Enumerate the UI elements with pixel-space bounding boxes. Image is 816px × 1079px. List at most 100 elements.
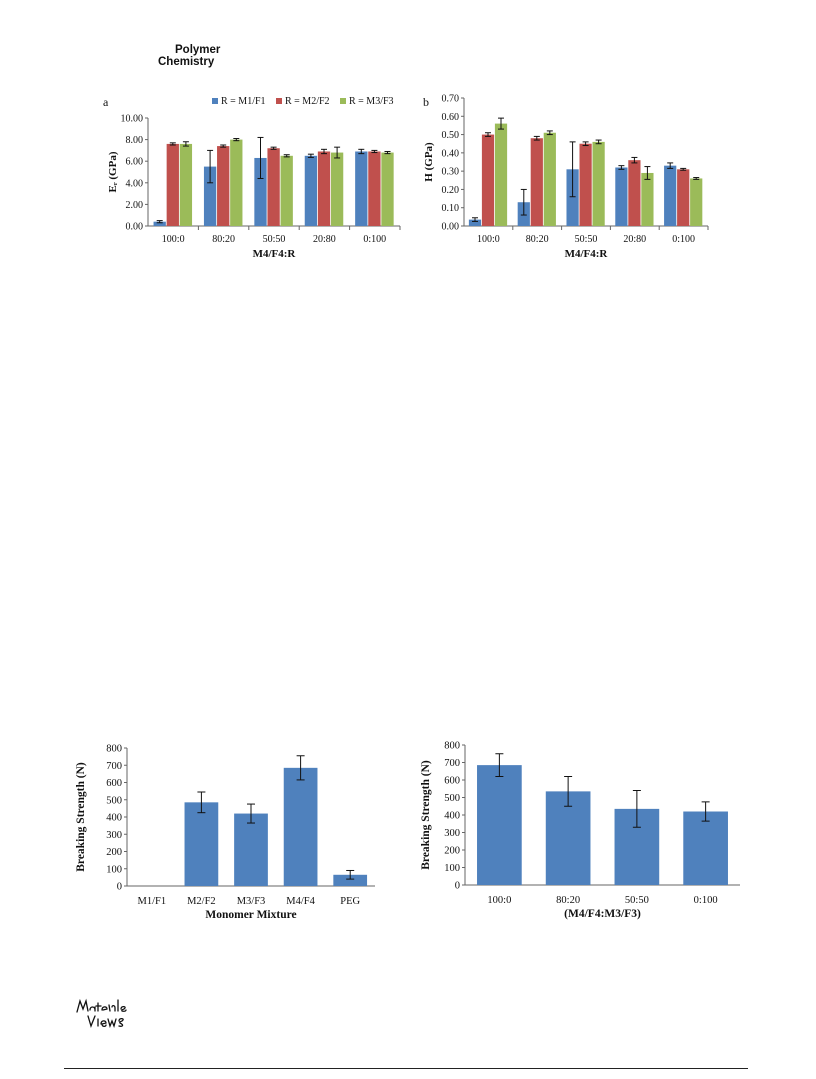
x-tick-label: 50:50: [575, 234, 598, 245]
y-tick-label: 0.00: [442, 222, 460, 233]
x-tick-label: M2/F2: [187, 896, 216, 907]
x-tick-label: 100:0: [477, 234, 500, 245]
y-tick-label: 300: [444, 828, 460, 839]
x-tick-label: 20:80: [623, 234, 646, 245]
bar: [615, 167, 628, 226]
journal-name: Polymer Chemistry: [158, 44, 220, 68]
y-tick-label: 100: [444, 863, 460, 874]
x-tick-label: 100:0: [162, 234, 185, 245]
bar: [179, 143, 193, 226]
y-axis-title: Breaking Strength (N): [75, 762, 87, 872]
bar: [184, 802, 219, 886]
y-tick-label: 700: [444, 758, 460, 769]
y-tick-label: 500: [106, 795, 122, 806]
y-tick-label: 0.50: [442, 130, 460, 141]
bar: [641, 172, 654, 226]
bar: [579, 143, 592, 226]
bar: [166, 143, 179, 226]
y-tick-label: 800: [106, 744, 122, 755]
x-axis-title: M4/F4:R: [253, 248, 297, 260]
bar: [545, 791, 591, 885]
x-tick-label: 0:100: [363, 234, 386, 245]
y-tick-label: 600: [444, 776, 460, 787]
bar: [203, 166, 217, 226]
bar: [368, 151, 381, 226]
materials-views-logo: [76, 998, 127, 1029]
legend-swatch: [340, 98, 346, 104]
bar: [230, 139, 243, 226]
y-tick-label: 0.20: [442, 185, 460, 196]
y-tick-label: 0.00: [126, 222, 144, 233]
panel-label-a: a: [103, 95, 109, 109]
chart-panel-b: b 0.00 0.10 0.20 0.30 0.40 0.50 0.60 0.70 100:0 8…: [423, 94, 709, 260]
y-tick-label: 10.00: [121, 114, 144, 125]
bar: [592, 141, 605, 226]
bar: [317, 151, 331, 226]
y-tick-label: 100: [106, 864, 122, 875]
page-bottom-rule: [64, 1068, 748, 1069]
y-tick-label: 700: [106, 761, 122, 772]
bar: [690, 178, 703, 226]
y-tick-label: 4.00: [126, 178, 144, 189]
x-tick-label: 50:50: [625, 895, 649, 906]
x-tick-label: 80:20: [556, 895, 580, 906]
y-tick-label: 2.00: [126, 200, 144, 211]
y-tick-label: 400: [106, 813, 122, 824]
bar: [628, 160, 641, 226]
y-tick-label: 500: [444, 793, 460, 804]
bar: [304, 155, 318, 226]
bar: [494, 123, 508, 226]
y-axis-title: Breaking Strength (N): [420, 760, 432, 870]
x-axis-title: (M4/F4:M3/F3): [564, 908, 641, 920]
y-tick-label: 300: [106, 830, 122, 841]
chart-breaking-strength-ratio: 0 100 200 300 400 500 600 700 800 100:0 80:20 50:50…: [420, 741, 740, 920]
x-tick-label: PEG: [340, 896, 360, 907]
x-tick-label: M4/F4: [286, 896, 315, 907]
x-tick-label: M3/F3: [237, 896, 266, 907]
chart-breaking-strength-monomer: 0 100 200 300 400 500 600 700 800 M1/F1 M2/F2 M3/F3…: [75, 744, 375, 921]
x-tick-label: 20:80: [313, 234, 336, 245]
y-axis-title: Eᵣ (GPa): [107, 151, 119, 192]
y-tick-label: 6.00: [126, 157, 144, 168]
y-tick-label: 600: [106, 778, 122, 789]
bar: [153, 221, 166, 226]
legend-entry: R = M3/F3: [349, 96, 394, 107]
bar: [283, 767, 318, 886]
bar: [664, 165, 677, 226]
y-axis-title: H (GPa): [423, 142, 435, 182]
x-tick-label: M1/F1: [138, 896, 167, 907]
bar: [481, 134, 495, 226]
x-tick-label: 80:20: [212, 234, 235, 245]
bar: [234, 813, 268, 886]
legend-swatch: [212, 98, 218, 104]
bar: [254, 157, 267, 226]
bar: [683, 811, 728, 885]
y-tick-label: 0.30: [442, 167, 460, 178]
bar: [330, 152, 344, 226]
y-tick-label: 0.10: [442, 203, 460, 214]
y-tick-label: 0.60: [442, 112, 460, 123]
journal-name-line2: Chemistry: [158, 56, 215, 68]
bar: [381, 152, 394, 226]
x-tick-label: 0:100: [694, 895, 718, 906]
legend-entry: R = M2/F2: [285, 96, 330, 107]
panel-label-b: b: [423, 95, 429, 109]
y-tick-label: 0.40: [442, 148, 460, 159]
y-tick-label: 0: [455, 881, 460, 892]
bar: [477, 765, 522, 885]
bar: [217, 146, 230, 226]
y-tick-label: 400: [444, 811, 460, 822]
bar: [530, 138, 543, 226]
y-tick-label: 0.70: [442, 94, 460, 105]
x-tick-label: 50:50: [263, 234, 286, 245]
bar: [677, 169, 690, 226]
bar: [543, 132, 556, 226]
x-tick-label: 0:100: [672, 234, 695, 245]
chart-panel-a: a 0.00 2.00 4.00 6.00 8.00 10.00 100:0 80:20 50:…: [103, 95, 401, 260]
legend-swatch: [276, 98, 282, 104]
bar: [267, 148, 280, 226]
x-axis-title: M4/F4:R: [565, 248, 609, 260]
bar: [333, 874, 368, 886]
y-tick-label: 8.00: [126, 135, 144, 146]
y-tick-label: 800: [444, 741, 460, 752]
